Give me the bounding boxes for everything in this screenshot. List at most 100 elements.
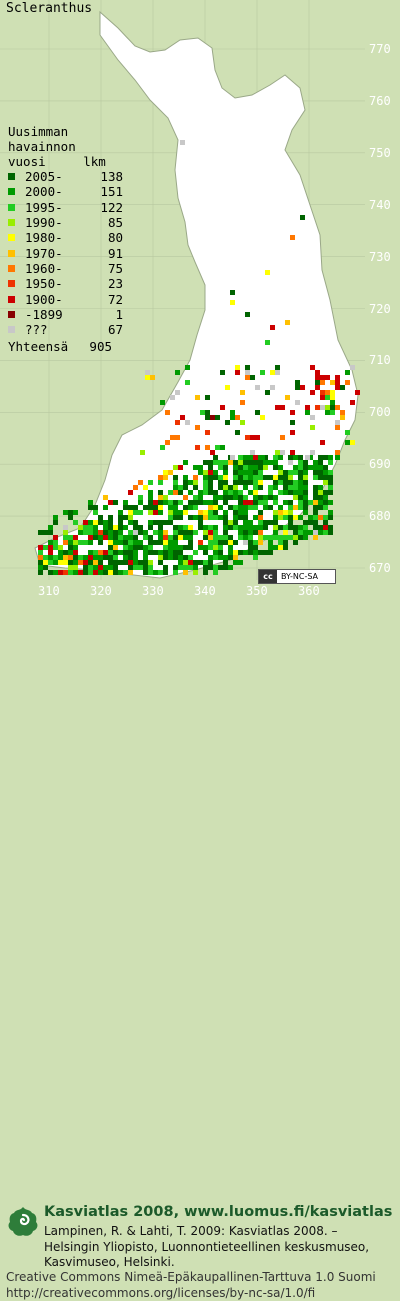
observation-square — [138, 545, 143, 550]
observation-square — [53, 555, 58, 560]
observation-square — [53, 545, 58, 550]
observation-square — [208, 460, 213, 465]
observation-square — [260, 455, 265, 460]
observation-square — [98, 550, 103, 555]
observation-square — [123, 500, 128, 505]
observation-square — [278, 475, 283, 480]
observation-square — [143, 550, 148, 555]
observation-square — [245, 312, 250, 317]
observation-square — [250, 375, 255, 380]
observation-square — [113, 545, 118, 550]
observation-square — [323, 530, 328, 535]
observation-square — [233, 525, 238, 530]
observation-square — [143, 530, 148, 535]
observation-square — [318, 455, 323, 460]
observation-square — [228, 505, 233, 510]
observation-square — [203, 510, 208, 515]
observation-square — [218, 480, 223, 485]
observation-square — [293, 525, 298, 530]
observation-square — [223, 470, 228, 475]
observation-square — [213, 570, 218, 575]
observation-square — [178, 555, 183, 560]
legend-total-count: 905 — [88, 339, 112, 354]
observation-square — [268, 490, 273, 495]
observation-square — [178, 500, 183, 505]
observation-square — [68, 555, 73, 560]
observation-square — [228, 495, 233, 500]
observation-square — [293, 485, 298, 490]
observation-square — [98, 530, 103, 535]
observation-square — [178, 490, 183, 495]
observation-square — [253, 480, 258, 485]
observation-square — [233, 475, 238, 480]
observation-square — [213, 495, 218, 500]
observation-square — [233, 555, 238, 560]
observation-square — [170, 435, 175, 440]
observation-square — [118, 515, 123, 520]
observation-square — [148, 550, 153, 555]
observation-square — [260, 415, 265, 420]
observation-square — [228, 550, 233, 555]
observation-square — [245, 375, 250, 380]
observation-square — [258, 500, 263, 505]
observation-square — [320, 380, 325, 385]
observation-square — [193, 485, 198, 490]
observation-square — [258, 485, 263, 490]
observation-square — [310, 415, 315, 420]
observation-square — [140, 450, 145, 455]
legend-item: 1960-75 — [8, 261, 123, 276]
observation-square — [88, 570, 93, 575]
observation-square — [158, 550, 163, 555]
observation-square — [310, 390, 315, 395]
observation-square — [288, 470, 293, 475]
observation-square — [223, 465, 228, 470]
observation-square — [263, 550, 268, 555]
observation-square — [243, 500, 248, 505]
observation-square — [223, 565, 228, 570]
observation-square — [303, 470, 308, 475]
observation-square — [113, 525, 118, 530]
observation-square — [253, 500, 258, 505]
observation-square — [223, 535, 228, 540]
observation-square — [253, 495, 258, 500]
observation-square — [223, 525, 228, 530]
observation-square — [68, 515, 73, 520]
legend-item: 1980-80 — [8, 230, 123, 245]
observation-square — [203, 480, 208, 485]
observation-square — [248, 505, 253, 510]
observation-square — [133, 565, 138, 570]
observation-square — [253, 465, 258, 470]
observation-square — [173, 565, 178, 570]
observation-square — [245, 435, 250, 440]
observation-square — [263, 500, 268, 505]
footer-license-url[interactable]: http://creativecommons.org/licenses/by-n… — [6, 1286, 376, 1301]
cc-license-badge[interactable]: cc BY-NC-SA — [258, 569, 336, 584]
cc-badge-text: BY-NC-SA — [277, 572, 318, 581]
legend-item-label: 1900- — [25, 292, 83, 307]
observation-square — [148, 510, 153, 515]
observation-square — [275, 405, 280, 410]
observation-square — [245, 365, 250, 370]
observation-square — [335, 385, 340, 390]
observation-square — [258, 535, 263, 540]
observation-square — [43, 560, 48, 565]
observation-square — [243, 520, 248, 525]
observation-square — [163, 535, 168, 540]
observation-square — [173, 500, 178, 505]
y-tick-label: 750 — [369, 146, 391, 160]
observation-square — [330, 380, 335, 385]
observation-square — [73, 550, 78, 555]
observation-square — [303, 495, 308, 500]
observation-square — [298, 490, 303, 495]
observation-square — [148, 540, 153, 545]
observation-square — [258, 515, 263, 520]
observation-square — [103, 570, 108, 575]
observation-square — [168, 535, 173, 540]
observation-square — [238, 465, 243, 470]
observation-square — [213, 545, 218, 550]
observation-square — [335, 405, 340, 410]
observation-square — [335, 425, 340, 430]
observation-square — [218, 505, 223, 510]
observation-square — [128, 490, 133, 495]
